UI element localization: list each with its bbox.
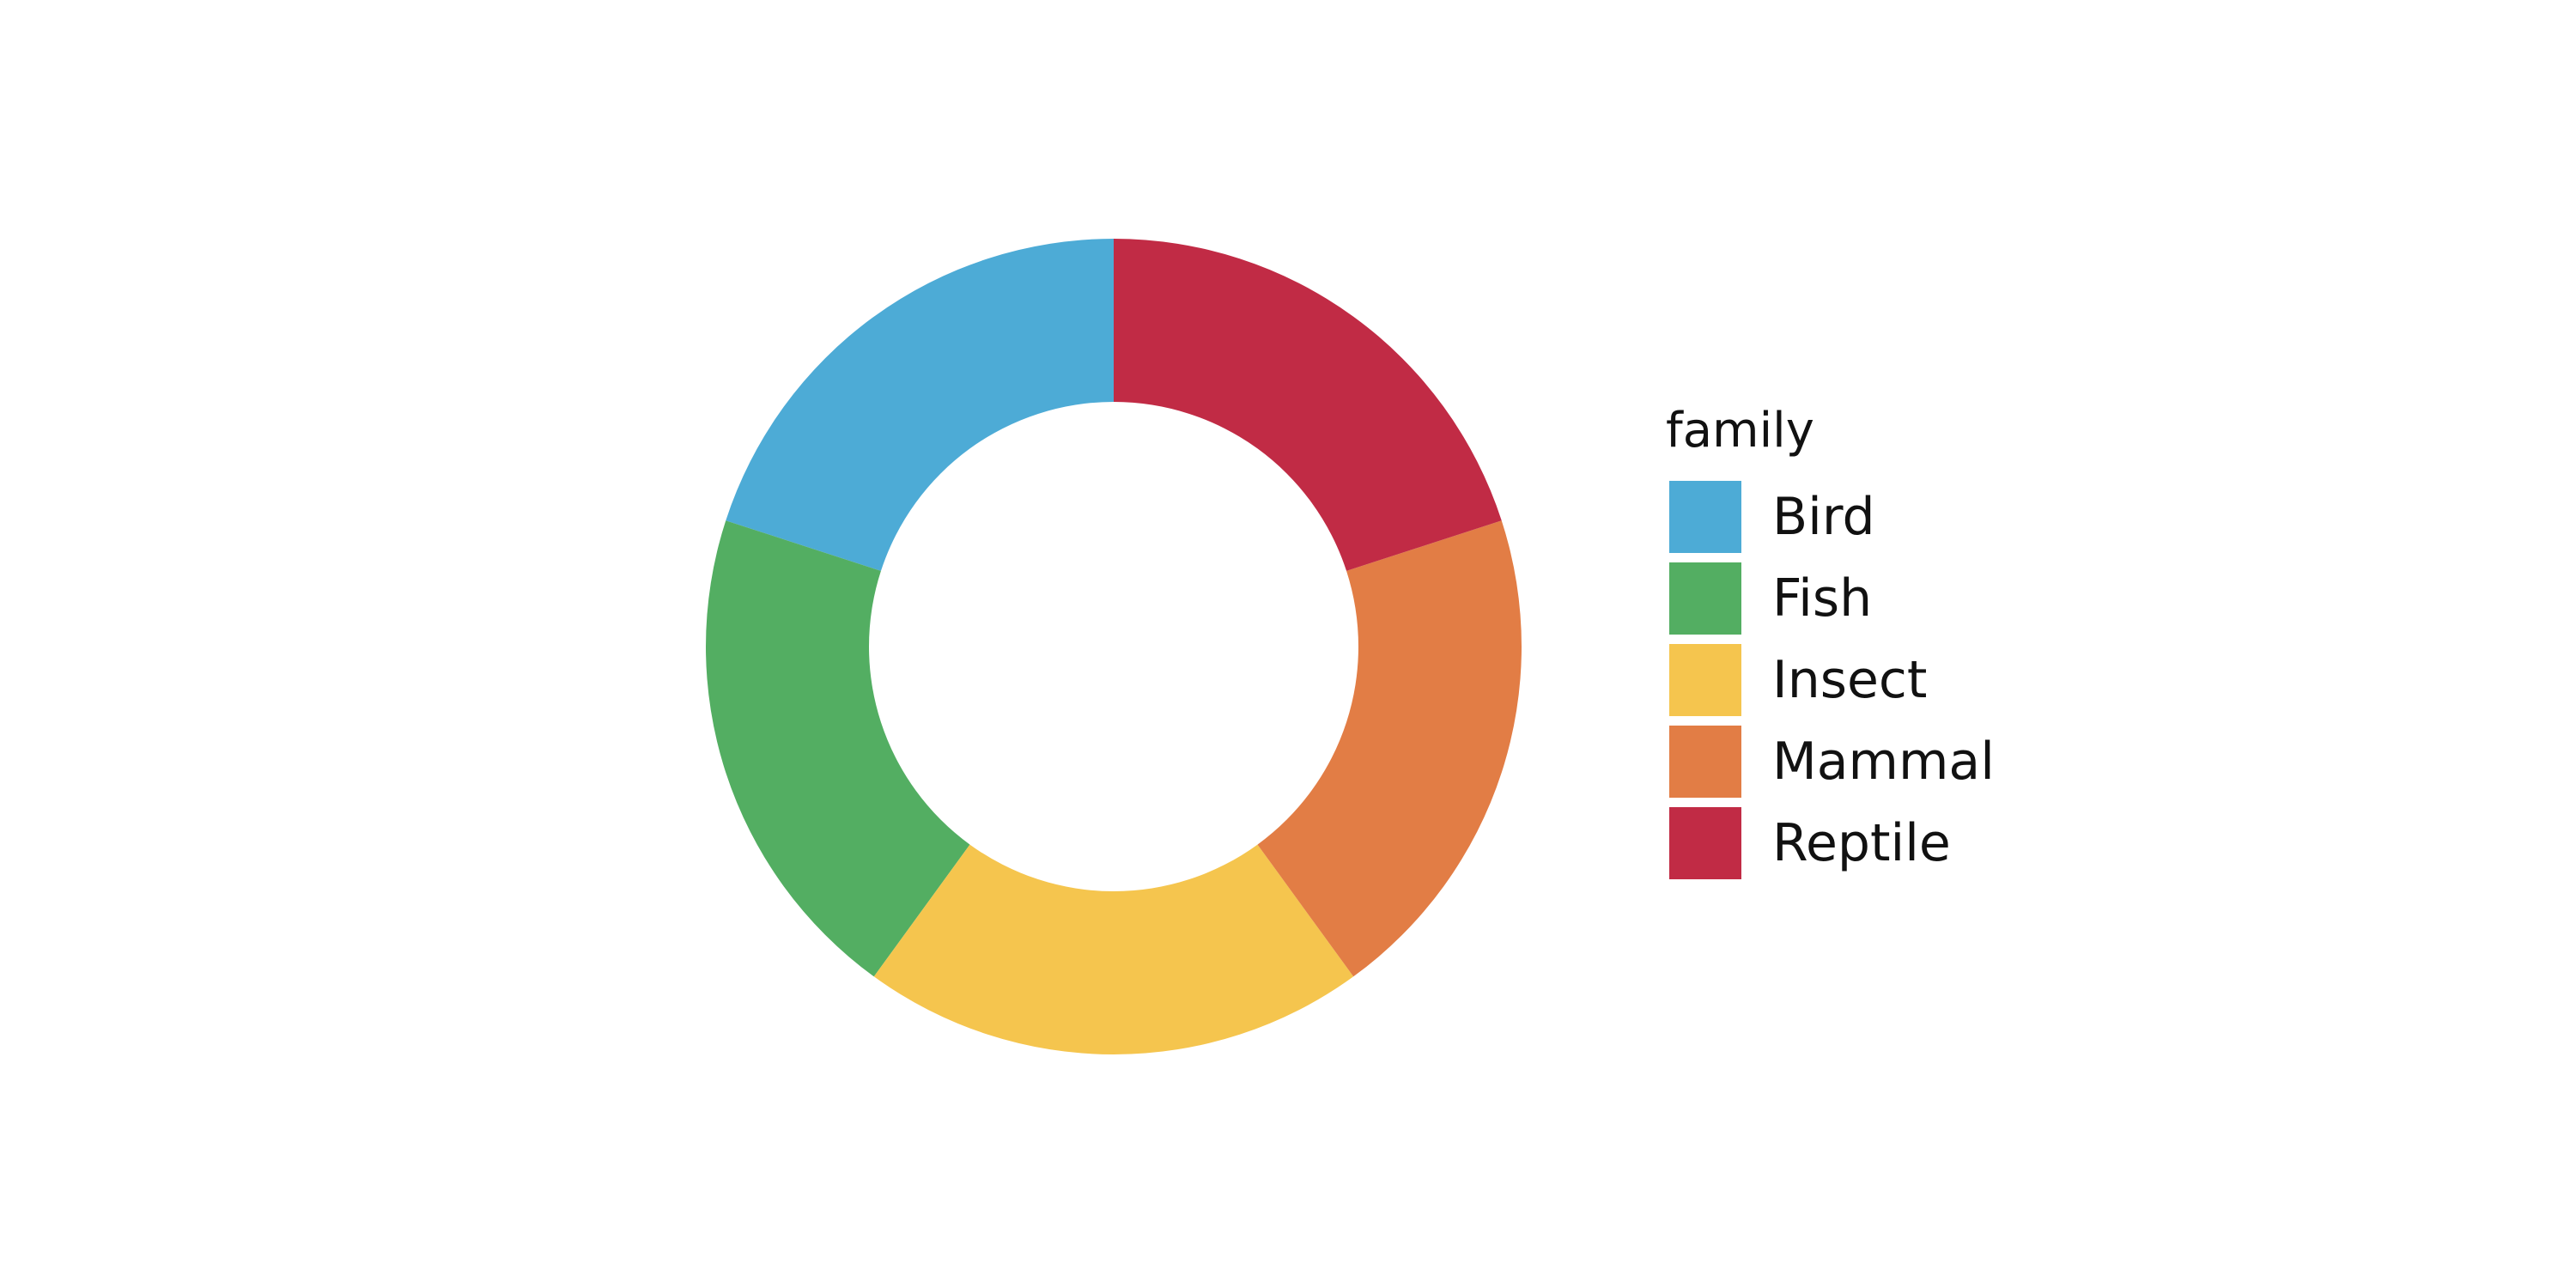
legend-label: Mammal: [1772, 731, 1995, 792]
legend-item-reptile: Reptile: [1669, 802, 1995, 884]
legend-item-insect: Insect: [1669, 639, 1995, 720]
slice-bird: [726, 239, 1114, 571]
legend-label: Fish: [1772, 568, 1873, 629]
legend-swatch: [1669, 562, 1741, 635]
legend-label: Reptile: [1772, 812, 1951, 873]
legend-label: Bird: [1772, 486, 1875, 547]
slice-reptile: [1114, 239, 1502, 571]
legend-swatch: [1669, 643, 1741, 716]
slice-fish: [705, 520, 970, 977]
legend-items: Bird Fish Insect Mammal Reptile: [1666, 476, 1995, 884]
slice-insect: [873, 844, 1354, 1054]
legend-swatch: [1669, 806, 1741, 879]
legend: family Bird Fish Insect Mammal Reptile: [1666, 397, 1995, 884]
legend-item-fish: Fish: [1669, 557, 1995, 639]
slice-mammal: [1257, 520, 1522, 977]
legend-swatch: [1669, 725, 1741, 798]
legend-item-bird: Bird: [1669, 476, 1995, 557]
legend-swatch: [1669, 480, 1741, 553]
legend-label: Insect: [1772, 649, 1928, 710]
legend-title: family: [1666, 403, 1814, 459]
legend-item-mammal: Mammal: [1669, 720, 1995, 802]
